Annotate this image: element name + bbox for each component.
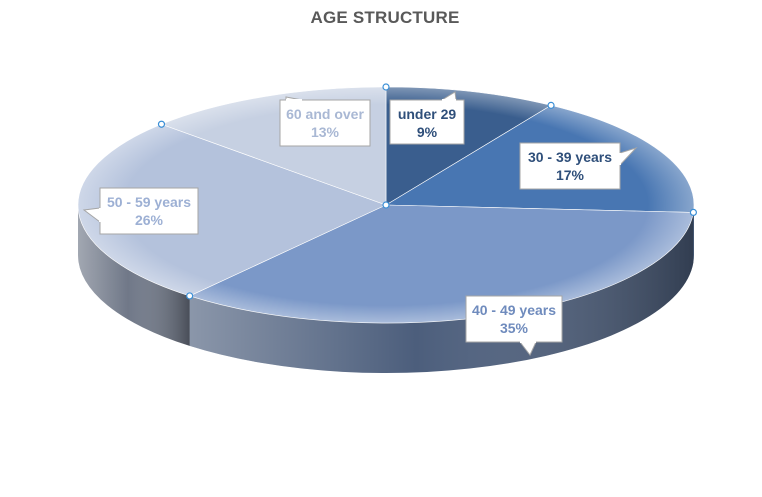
pie-sides (78, 205, 694, 373)
data-label-value: 17% (556, 167, 585, 183)
data-label-pointer (519, 341, 537, 356)
selection-handle[interactable] (186, 292, 194, 300)
data-label-60-and-over[interactable]: 60 and over 13% (279, 96, 371, 147)
pie-side-shading (693, 205, 694, 263)
data-label-category: 50 - 59 years (107, 194, 191, 210)
data-label-pointer (82, 207, 101, 223)
data-label-box (279, 99, 371, 147)
data-label-category: under 29 (398, 106, 457, 122)
selection-handles (157, 83, 697, 300)
pie-side-shading (189, 212, 694, 373)
data-label-under-29[interactable]: under 29 9% (389, 91, 465, 145)
data-label-value: 35% (500, 320, 529, 336)
data-label-box (519, 142, 621, 190)
data-label-40-49-years[interactable]: 40 - 49 years 35% (465, 295, 563, 356)
data-label-value: 13% (311, 124, 340, 140)
data-label-box (465, 295, 563, 343)
pie-side-shading (78, 205, 190, 346)
chart-title: AGE STRUCTURE (310, 8, 460, 27)
selection-handle[interactable] (547, 101, 555, 109)
data-label-value: 9% (417, 124, 438, 140)
data-label-30-39-years[interactable]: 30 - 39 years 17% (519, 142, 638, 190)
selection-handle[interactable] (157, 120, 166, 128)
data-label-category: 40 - 49 years (472, 302, 556, 318)
data-label-box (389, 99, 465, 145)
selection-handle[interactable] (689, 208, 697, 217)
data-label-category: 60 and over (286, 106, 364, 122)
data-label-pointer (441, 91, 457, 101)
data-label-value: 26% (135, 212, 164, 228)
data-label-category: 30 - 39 years (528, 149, 612, 165)
data-label-pointer (619, 146, 638, 166)
data-label-50-59-years[interactable]: 50 - 59 years 26% (82, 187, 199, 235)
selection-handle[interactable] (382, 201, 390, 209)
data-labels: under 29 9% 30 - 39 years 17% 40 - 49 years 3… (82, 91, 638, 356)
selection-handle[interactable] (382, 83, 390, 91)
